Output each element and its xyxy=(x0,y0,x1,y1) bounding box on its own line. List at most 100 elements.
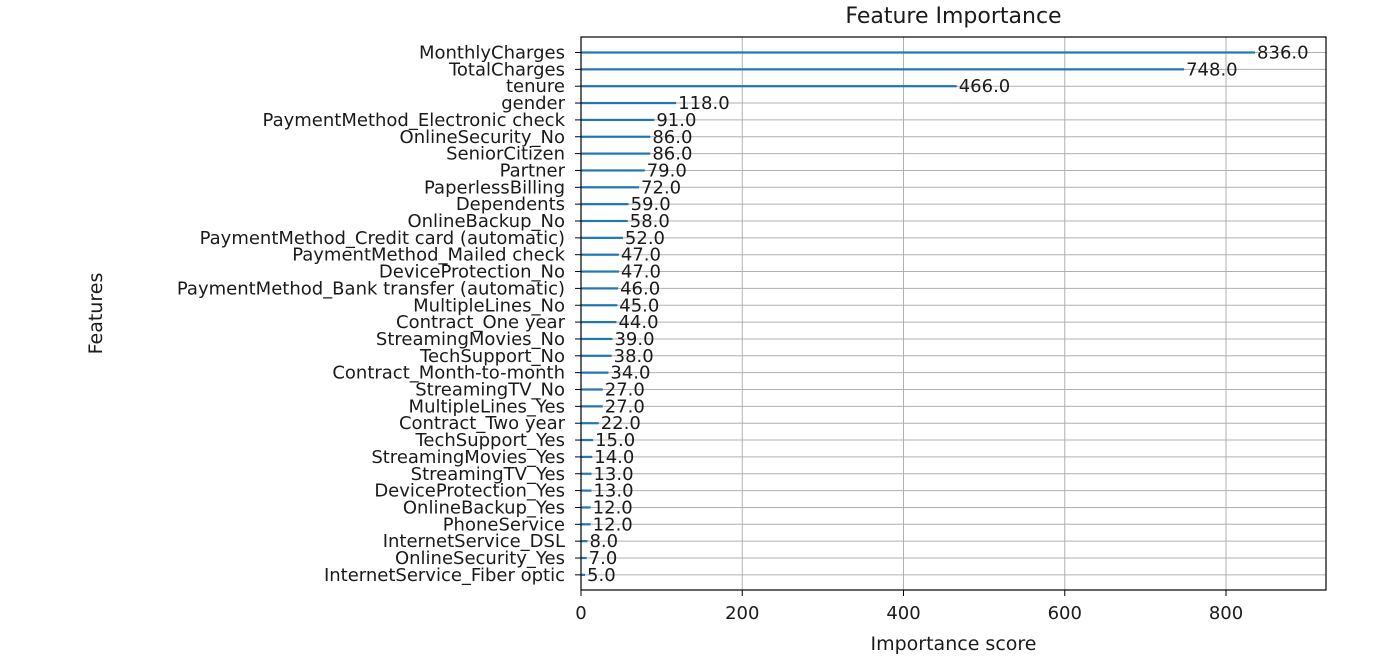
chart-title: Feature Importance xyxy=(845,4,1061,29)
bar xyxy=(581,573,586,576)
bar-value-label: 5.0 xyxy=(587,565,616,586)
y-tick-label: StreamingMovies_No xyxy=(376,329,565,350)
plot-area-frame xyxy=(580,36,1327,591)
bar-value-label: 12.0 xyxy=(593,497,633,518)
bar-value-label: 27.0 xyxy=(605,380,645,401)
x-tick-label: 800 xyxy=(1209,603,1243,624)
bar-value-label: 836.0 xyxy=(1257,43,1309,64)
bar xyxy=(581,422,599,425)
y-tick-label: PaymentMethod_Electronic check xyxy=(263,110,566,131)
bar xyxy=(581,556,587,560)
bar-value-labels: 836.0748.0466.0118.091.086.086.079.072.0… xyxy=(587,43,1309,586)
y-tick-label: TechSupport_Yes xyxy=(414,430,565,451)
y-tick-label: OnlineBackup_No xyxy=(407,211,565,232)
bar xyxy=(581,354,612,357)
bar xyxy=(581,455,593,458)
y-tick-label: Contract_Two year xyxy=(399,413,566,434)
bar xyxy=(581,152,651,155)
bar-value-label: 86.0 xyxy=(652,127,692,148)
y-tick-label: StreamingMovies_Yes xyxy=(371,447,565,468)
y-tick-label: TotalCharges xyxy=(448,59,565,80)
bar-value-label: 22.0 xyxy=(601,413,641,434)
bar-value-label: 58.0 xyxy=(630,211,670,232)
bar-value-label: 46.0 xyxy=(620,278,660,299)
bar xyxy=(581,506,591,509)
y-tick-label: PaymentMethod_Bank transfer (automatic) xyxy=(177,278,565,299)
y-tick-label: MonthlyCharges xyxy=(419,43,565,64)
bar-value-label: 13.0 xyxy=(593,481,633,502)
x-tick-label: 0 xyxy=(575,603,586,624)
x-tick-label: 200 xyxy=(725,603,759,624)
bar-value-label: 14.0 xyxy=(594,447,634,468)
y-tick-label: gender xyxy=(501,93,565,114)
bar-value-label: 12.0 xyxy=(593,514,633,535)
y-tick-label: MultipleLines_Yes xyxy=(409,396,565,417)
bar xyxy=(581,472,592,475)
y-tick-label: DeviceProtection_No xyxy=(379,262,565,283)
bar xyxy=(581,287,619,290)
x-axis-title: Importance score xyxy=(871,633,1037,655)
x-tick-label: 600 xyxy=(1048,603,1082,624)
y-tick-label: OnlineBackup_Yes xyxy=(403,497,565,518)
bar-value-label: 52.0 xyxy=(625,228,665,249)
bar xyxy=(581,169,645,172)
bar-value-label: 34.0 xyxy=(610,363,650,384)
y-tick-label: SeniorCitizen xyxy=(446,144,565,165)
bar xyxy=(581,270,619,273)
x-tick-label: 400 xyxy=(886,603,920,624)
y-tick-label: Partner xyxy=(500,160,566,181)
y-tick-label: InternetService_Fiber optic xyxy=(324,565,565,586)
bar-value-label: 15.0 xyxy=(595,430,635,451)
bar-value-label: 79.0 xyxy=(647,160,687,181)
y-tick-label: OnlineSecurity_No xyxy=(400,127,565,148)
bar xyxy=(581,388,603,391)
bar-value-label: 39.0 xyxy=(614,329,654,350)
bar xyxy=(581,438,594,442)
bar xyxy=(581,51,1256,54)
bar xyxy=(581,337,613,341)
y-tick-label: Contract_Month-to-month xyxy=(332,363,565,384)
bar xyxy=(581,186,640,189)
bar-value-label: 44.0 xyxy=(618,312,658,333)
y-tick-label: OnlineSecurity_Yes xyxy=(395,548,565,569)
y-axis-title: Features xyxy=(85,273,107,355)
bar-value-label: 72.0 xyxy=(641,177,681,198)
y-tick-label: tenure xyxy=(506,76,565,97)
y-tick-label: StreamingTV_No xyxy=(415,380,565,401)
bar-value-label: 59.0 xyxy=(631,194,671,215)
y-tick-label: PhoneService xyxy=(443,514,565,535)
bar-value-label: 86.0 xyxy=(652,144,692,165)
y-tick-label: DeviceProtection_Yes xyxy=(374,481,565,502)
y-tick-label: Dependents xyxy=(456,194,565,215)
bar-value-label: 91.0 xyxy=(656,110,696,131)
bar-value-label: 47.0 xyxy=(621,245,661,266)
bar xyxy=(581,118,655,121)
bar xyxy=(581,371,609,374)
bar xyxy=(581,219,628,223)
bar-value-label: 118.0 xyxy=(678,93,730,114)
bar xyxy=(581,68,1185,71)
bar xyxy=(581,405,603,408)
y-tick-label: PaymentMethod_Credit card (automatic) xyxy=(200,228,565,249)
y-tick-label: MultipleLines_No xyxy=(413,295,565,316)
bar-value-label: 45.0 xyxy=(619,295,659,316)
bar xyxy=(581,253,619,256)
bar xyxy=(581,489,592,492)
bar xyxy=(581,135,651,138)
bar-value-label: 466.0 xyxy=(959,76,1011,97)
y-tick-label: InternetService_DSL xyxy=(383,531,565,552)
bar-value-label: 7.0 xyxy=(589,548,618,569)
y-tick-label: PaperlessBilling xyxy=(424,177,565,198)
y-tick-label: StreamingTV_Yes xyxy=(411,464,565,485)
bar-value-label: 38.0 xyxy=(614,346,654,367)
y-tick-label: PaymentMethod_Mailed check xyxy=(292,245,565,266)
bar xyxy=(581,304,618,307)
bar-value-label: 8.0 xyxy=(589,531,618,552)
x-axis-ticks: 0 200 400 600 800 xyxy=(575,590,1243,624)
bar xyxy=(581,101,677,105)
bar-value-label: 13.0 xyxy=(593,464,633,485)
bar xyxy=(581,540,588,543)
bar xyxy=(581,236,623,239)
y-axis-ticks: MonthlyChargesTotalChargestenuregenderPa… xyxy=(177,43,581,586)
